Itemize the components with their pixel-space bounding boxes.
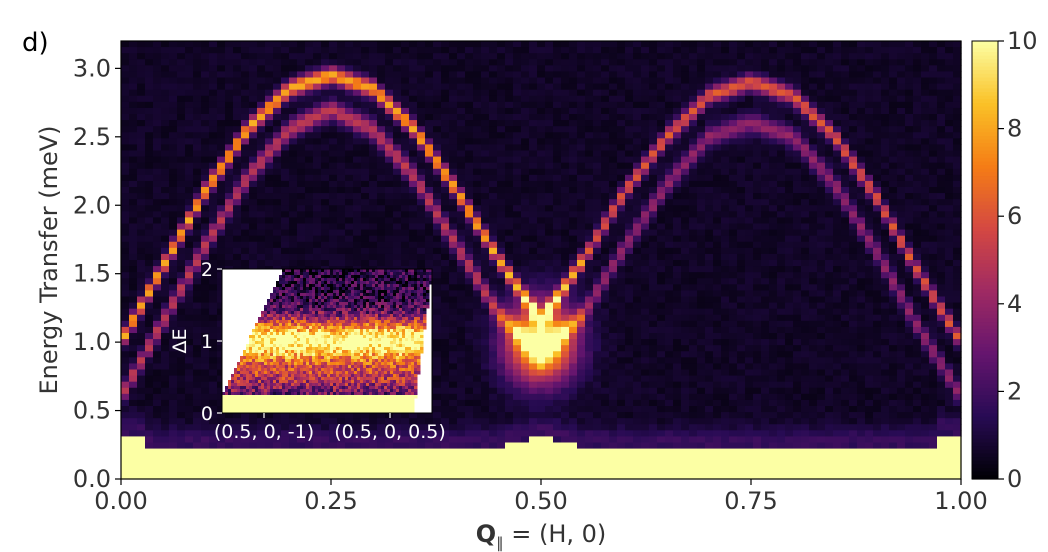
inset-x-tick-label: (0.5, 0, -1) xyxy=(214,421,314,443)
y-tick-label: 1.5 xyxy=(73,260,111,288)
colorbar-tick-label: 8 xyxy=(1007,115,1022,143)
colorbar-tick-label: 0 xyxy=(1007,465,1022,493)
x-tick-label: 0.75 xyxy=(724,487,777,515)
colorbar-tick-label: 4 xyxy=(1007,290,1022,318)
colorbar-frame xyxy=(971,40,999,480)
inset-y-tick-label: 2 xyxy=(201,259,213,281)
x-tick-label: 0.25 xyxy=(304,487,357,515)
y-tick-label: 1.0 xyxy=(73,328,111,356)
y-tick-label: 0.0 xyxy=(73,465,111,493)
colorbar-tick-label: 2 xyxy=(1007,377,1022,405)
y-axis-label: Energy Transfer (meV) xyxy=(35,125,63,394)
panel-label: d) xyxy=(22,28,49,58)
y-tick-label: 2.5 xyxy=(73,123,111,151)
x-axis-label: Q∥ = (H, 0) xyxy=(476,520,607,552)
y-tick-label: 3.0 xyxy=(73,54,111,82)
inset-y-tick-label: 0 xyxy=(201,403,213,425)
colorbar-tick-label: 10 xyxy=(1007,27,1038,55)
x-tick-label: 1.00 xyxy=(934,487,987,515)
colorbar xyxy=(972,41,998,480)
inset-x-tick-label: (0.5, 0, 0.5) xyxy=(334,421,446,443)
y-tick-label: 2.0 xyxy=(73,191,111,219)
colorbar-tick-label: 6 xyxy=(1007,202,1022,230)
inset-y-axis-label: ΔE xyxy=(169,328,191,353)
x-tick-label: 0.00 xyxy=(94,487,147,515)
x-tick-label: 0.50 xyxy=(514,487,567,515)
inset-heatmap xyxy=(222,269,433,414)
y-tick-label: 0.5 xyxy=(73,397,111,425)
inset-y-tick-label: 1 xyxy=(201,331,213,353)
